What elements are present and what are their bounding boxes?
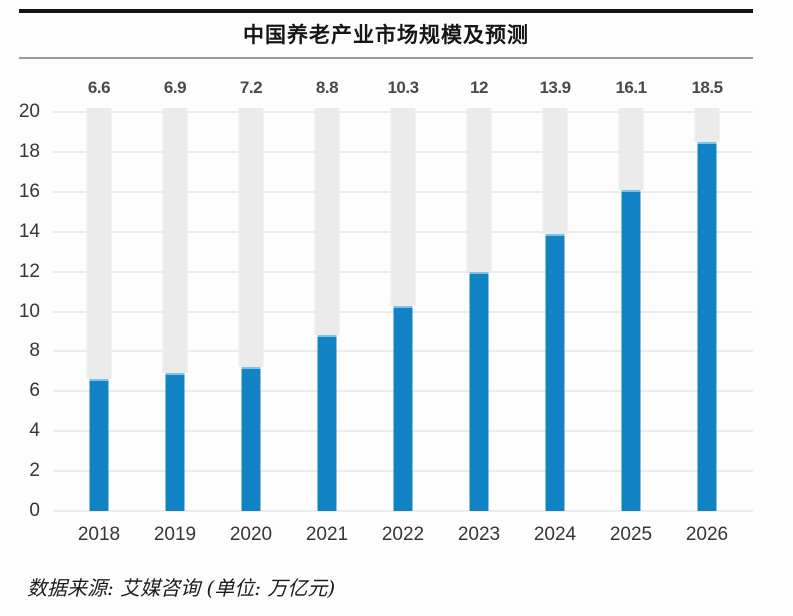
title-top-rule [19, 9, 753, 13]
x-tick-label: 2024 [533, 524, 577, 545]
y-tick-label: 2 [29, 460, 40, 482]
x-tick-label: 2025 [609, 524, 653, 545]
bar [545, 233, 565, 511]
bar-background-track [694, 108, 720, 142]
bar-background-track [314, 108, 340, 336]
bar-value-label: 16.1 [615, 78, 647, 97]
bar-background-track [162, 108, 188, 374]
x-tick-label: 2026 [685, 524, 729, 545]
bar-value-label: 10.3 [387, 78, 419, 97]
bar-value-label: 7.2 [239, 78, 263, 97]
y-tick-label: 0 [29, 500, 40, 521]
bar-value-label: 6.6 [87, 78, 111, 97]
bar-column [289, 108, 365, 511]
bar [89, 379, 109, 511]
bar-background-track [86, 108, 112, 380]
bar-column [593, 108, 669, 511]
bar [317, 335, 337, 511]
bar-column [517, 108, 593, 511]
bar-background-track [618, 108, 644, 190]
source-note: 数据来源: 艾媒咨询 (单位: 万亿元) [27, 576, 336, 600]
bar [469, 271, 489, 511]
bar-background-track [466, 108, 492, 272]
gridline [53, 510, 753, 512]
bar-background-track [542, 108, 568, 234]
x-tick-label: 2020 [229, 524, 273, 545]
value-labels-row: 6.6 6.9 7.2 8.8 10.3 12 13.9 16.1 18.5 [53, 76, 753, 100]
bar-column [137, 108, 213, 511]
bar-column [61, 108, 137, 511]
bar [241, 367, 261, 511]
bar-column [669, 108, 745, 511]
title-bottom-rule [19, 57, 753, 59]
chart-title: 中国养老产业市场规模及预测 [243, 24, 529, 47]
bar [393, 305, 413, 511]
x-tick-label: 2022 [381, 524, 425, 545]
x-tick-label: 2023 [457, 524, 501, 545]
bar-background-track [238, 108, 264, 368]
y-tick-label: 6 [29, 380, 40, 402]
bar [621, 189, 641, 511]
bar-background-track [390, 108, 416, 306]
y-tick-label: 20 [18, 101, 40, 122]
bar-value-label: 13.9 [539, 78, 571, 97]
y-tick-label: 14 [18, 220, 40, 242]
bar-value-label: 8.8 [315, 78, 339, 97]
y-tick-label: 10 [18, 300, 40, 322]
y-tick-label: 16 [18, 180, 40, 202]
y-tick-label: 8 [29, 340, 40, 362]
columns-row [53, 108, 753, 511]
bar [165, 373, 185, 511]
y-tick-label: 18 [18, 140, 40, 162]
bar [697, 141, 717, 511]
x-tick-label: 2018 [77, 524, 121, 545]
x-axis-row: 2018 2019 2020 2021 2022 2023 2024 2025 2026 [53, 524, 753, 546]
y-tick-label: 4 [29, 420, 40, 442]
plot-row: 0 2 4 6 8 10 12 14 16 18 20 [0, 101, 793, 521]
bar-value-label: 6.9 [163, 78, 187, 97]
y-tick-label: 12 [18, 260, 40, 282]
plot-area [53, 108, 753, 512]
bar-column [365, 108, 441, 511]
x-tick-label: 2019 [153, 524, 197, 545]
bar-column [441, 108, 517, 511]
bar-column [213, 108, 289, 511]
bar-value-label: 18.5 [691, 78, 723, 97]
bar-value-label: 12 [470, 78, 488, 97]
x-tick-label: 2021 [305, 524, 349, 545]
y-axis: 0 2 4 6 8 10 12 14 16 18 20 [0, 101, 53, 521]
